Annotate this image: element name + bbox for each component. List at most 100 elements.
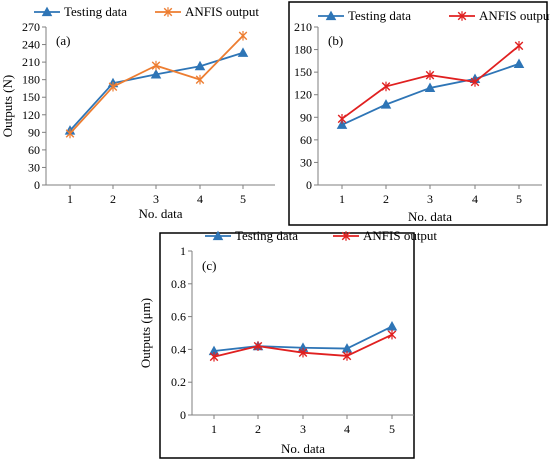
chart-c-frame	[159, 232, 415, 459]
chart-c-y-tick-label: 0.2	[171, 375, 186, 389]
chart-c-series-2-point	[298, 347, 308, 358]
chart-b-legend-label: ANFIS output	[479, 8, 550, 23]
chart-a-series-2-point	[65, 128, 75, 139]
chart-a-y-tick-label: 90	[28, 125, 40, 139]
chart-a-x-tick-label: 4	[197, 192, 203, 206]
chart-a-series-2-line	[69, 35, 244, 135]
chart-b-legend-item-1: Testing data	[318, 8, 411, 23]
chart-a-y-tick-label: 210	[22, 55, 40, 69]
chart-a-y-tick-label: 240	[22, 38, 40, 52]
chart-a-y-tick-label: 0	[34, 178, 40, 192]
chart-a-legend-item-2: ANFIS output	[155, 4, 259, 19]
chart-c-y-tick-label: 0.8	[171, 277, 186, 291]
chart-b-y-tick-label: 30	[300, 155, 312, 169]
chart-a-series-2-point	[195, 74, 205, 85]
chart-b-y-tick-label: 120	[294, 88, 312, 102]
chart-a-legend-label: ANFIS output	[185, 4, 259, 19]
chart-b: 0 30 60 90 120 150 180 210 1 2 3 4 5 No. data (b) Testi…	[288, 1, 550, 226]
chart-b-frame	[288, 1, 548, 226]
chart-b-y-tick-label: 60	[300, 133, 312, 147]
chart-a-y-tick-label: 270	[22, 20, 40, 34]
chart-c-legend-item-2: ANFIS output	[333, 228, 437, 243]
chart-c-legend-label: ANFIS output	[363, 228, 437, 243]
chart-c-y-tick-label: 0.6	[171, 310, 186, 324]
chart-c-series-2-point	[342, 351, 352, 361]
chart-c-y-tick-label: 0	[180, 408, 186, 422]
chart-b-series-2-point	[425, 70, 435, 80]
chart-a-y-axis-label: Outputs (N)	[0, 75, 15, 137]
chart-b-series-2-point	[470, 77, 480, 87]
chart-b-x-tick-label: 4	[472, 192, 478, 206]
chart-b-legend-swatch-marker	[457, 11, 467, 21]
chart-c-y-tick-label: 0.4	[171, 342, 186, 356]
chart-a-legend-swatch-marker	[163, 7, 173, 17]
chart-c-legend-label: Testing data	[235, 228, 298, 243]
chart-b-y-tick-label: 150	[294, 65, 312, 79]
chart-c-legend-item-1: Testing data	[205, 228, 298, 243]
chart-b-y-tick-label: 90	[300, 110, 312, 124]
chart-c-series-2-point	[387, 329, 397, 340]
chart-b-legend-swatch-marker	[325, 10, 337, 21]
chart-c-x-tick-label: 2	[255, 422, 261, 436]
chart-c-series-1-point	[386, 321, 398, 331]
chart-a-x-tick-label: 2	[110, 192, 116, 206]
chart-b-series-1-point	[513, 58, 525, 68]
chart-b-x-tick-label: 3	[427, 192, 433, 206]
chart-c-x-tick-label: 1	[211, 422, 217, 436]
chart-b-series-1-point	[380, 99, 392, 109]
chart-a-x-axis-label: No. data	[138, 206, 182, 221]
chart-c-x-tick-label: 3	[300, 422, 306, 436]
chart-a-legend-item-1: Testing data	[34, 4, 127, 19]
chart-c-series-2-point	[253, 341, 263, 351]
chart-c-y-tick-label: 1	[180, 244, 186, 258]
chart-a: 0 30 60 90 120 150 180 210 240 270 1 2 3 4 5 No. data Ou…	[0, 4, 275, 221]
chart-a-x-tick-label: 3	[153, 192, 159, 206]
chart-b-series-2	[337, 41, 524, 124]
chart-a-series-2-point	[108, 81, 118, 92]
chart-b-y-tick-label: 0	[306, 178, 312, 192]
chart-b-y-tick-label: 180	[294, 43, 312, 57]
chart-b-series-1-point	[336, 119, 348, 129]
chart-c: 0 0.2 0.4 0.6 0.8 1 1 2 3 4 5 No. data Outputs (μm) (…	[138, 228, 437, 459]
chart-b-series-1	[336, 58, 525, 129]
chart-c-x-tick-label: 5	[389, 422, 395, 436]
chart-a-legend-label: Testing data	[64, 4, 127, 19]
chart-b-legend-item-2: ANFIS output	[449, 8, 550, 23]
chart-c-x-tick-label: 4	[344, 422, 350, 436]
chart-b-x-tick-label: 5	[516, 192, 522, 206]
chart-a-legend-swatch-marker	[41, 6, 53, 17]
chart-a-y-tick-label: 180	[22, 73, 40, 87]
chart-c-series-2	[209, 329, 397, 362]
chart-c-legend-swatch-marker	[212, 230, 224, 241]
chart-b-series-2-point	[381, 81, 391, 92]
chart-c-series-2-point	[209, 351, 219, 362]
chart-b-y-tick-label: 210	[294, 20, 312, 34]
chart-b-x-tick-label: 1	[339, 192, 345, 206]
chart-a-x-tick-label: 5	[240, 192, 246, 206]
chart-b-series-2-point	[337, 113, 347, 124]
chart-b-x-axis-label: No. data	[408, 209, 452, 224]
chart-a-series-2-point	[238, 30, 248, 41]
chart-a-series-1-point	[237, 47, 249, 57]
chart-b-series-2-line	[341, 45, 520, 120]
chart-c-x-axis-label: No. data	[281, 441, 325, 456]
chart-a-series-2-point	[151, 60, 161, 71]
chart-b-series-1-point	[424, 82, 436, 93]
chart-a-series-1-point	[150, 68, 162, 79]
chart-b-series-2-point	[514, 41, 524, 51]
chart-a-panel-label: (a)	[56, 33, 70, 48]
chart-a-y-tick-label: 150	[22, 90, 40, 104]
chart-a-y-tick-label: 60	[28, 143, 40, 157]
chart-c-y-axis-label: Outputs (μm)	[138, 298, 153, 368]
chart-a-series-1-point	[194, 60, 206, 71]
chart-b-panel-label: (b)	[328, 33, 343, 48]
chart-b-x-tick-label: 2	[383, 192, 389, 206]
chart-c-panel-label: (c)	[202, 258, 216, 273]
chart-c-legend-swatch-marker	[341, 231, 351, 241]
chart-a-y-tick-label: 120	[22, 108, 40, 122]
chart-a-series-2	[65, 30, 248, 139]
chart-a-y-tick-label: 30	[28, 160, 40, 174]
chart-a-x-tick-label: 1	[67, 192, 73, 206]
chart-b-legend-label: Testing data	[348, 8, 411, 23]
